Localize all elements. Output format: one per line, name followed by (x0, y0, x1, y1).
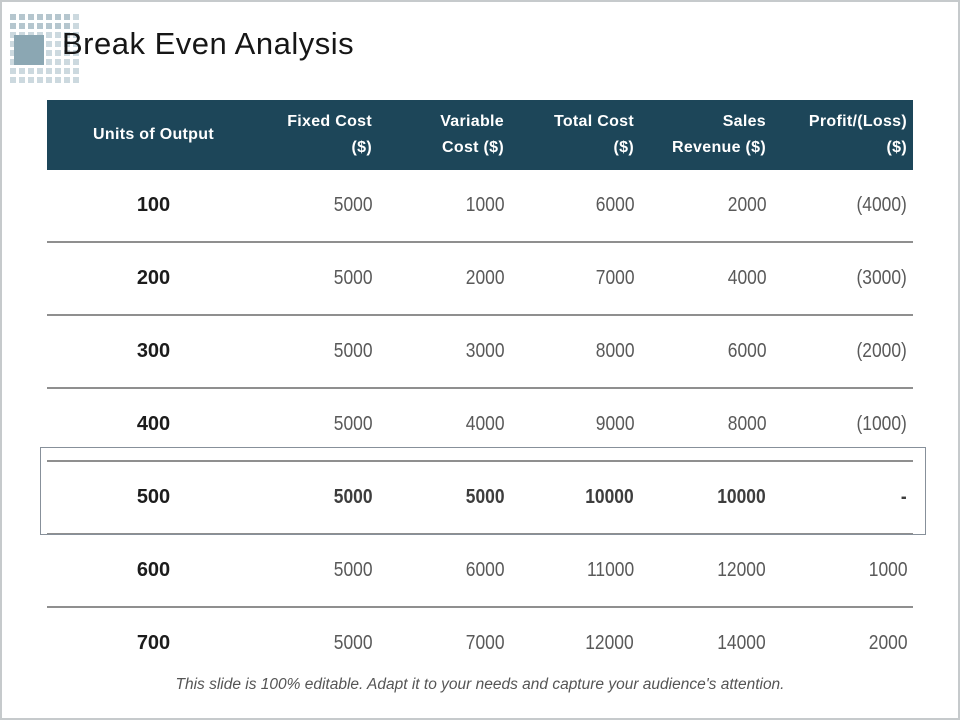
cell-units: 100 (47, 170, 260, 243)
column-header-profit-loss: Profit/(Loss) ($) (772, 100, 913, 170)
column-header-units: Units of Output (47, 100, 260, 170)
cell-profit-loss: (4000) (772, 170, 913, 243)
column-header-fixed-cost: Fixed Cost ($) (260, 100, 378, 170)
cell-total-cost: 9000 (510, 388, 640, 462)
cell-sales-revenue: 10000 (640, 461, 772, 535)
column-header-total-cost: Total Cost ($) (510, 100, 640, 170)
cell-sales-revenue: 8000 (640, 388, 772, 462)
cell-variable-cost: 7000 (378, 607, 510, 679)
table-header-row: Units of Output Fixed Cost ($) Variable … (47, 100, 913, 170)
cell-total-cost: 7000 (510, 242, 640, 316)
cell-profit-loss: (3000) (772, 242, 913, 316)
cell-variable-cost: 5000 (378, 461, 510, 535)
cell-total-cost: 12000 (510, 607, 640, 679)
cell-fixed-cost: 5000 (260, 461, 378, 535)
cell-sales-revenue: 4000 (640, 242, 772, 316)
cell-sales-revenue: 2000 (640, 170, 772, 243)
table-row: 400 5000 4000 9000 8000 (1000) (47, 388, 913, 462)
cell-units: 200 (47, 242, 260, 316)
footer-note: This slide is 100% editable. Adapt it to… (175, 676, 785, 693)
column-header-variable-cost: Variable Cost ($) (378, 100, 510, 170)
cell-fixed-cost: 5000 (260, 534, 378, 608)
cell-units: 700 (47, 607, 260, 679)
cell-fixed-cost: 5000 (260, 170, 378, 243)
break-even-table: Units of Output Fixed Cost ($) Variable … (40, 100, 926, 679)
cell-total-cost: 8000 (510, 315, 640, 389)
cell-units: 500 (47, 461, 260, 535)
page-title: Break Even Analysis (62, 26, 355, 61)
cell-variable-cost: 2000 (378, 242, 510, 316)
table-row: 600 5000 6000 11000 12000 1000 (47, 534, 913, 608)
cell-fixed-cost: 5000 (260, 315, 378, 389)
cell-variable-cost: 3000 (378, 315, 510, 389)
table-row: 200 5000 2000 7000 4000 (3000) (47, 242, 913, 316)
cell-profit-loss: (1000) (772, 388, 913, 462)
cell-sales-revenue: 12000 (640, 534, 772, 608)
cell-profit-loss: (2000) (772, 315, 913, 389)
column-header-sales-revenue: Sales Revenue ($) (640, 100, 772, 170)
cell-total-cost: 11000 (510, 534, 640, 608)
table-row: 100 5000 1000 6000 2000 (4000) (47, 170, 913, 243)
cell-variable-cost: 1000 (378, 170, 510, 243)
cell-units: 600 (47, 534, 260, 608)
pixel-grid-decoration (10, 14, 82, 86)
cell-fixed-cost: 5000 (260, 242, 378, 316)
cell-variable-cost: 6000 (378, 534, 510, 608)
table-row: 300 5000 3000 8000 6000 (2000) (47, 315, 913, 389)
table-row: 700 5000 7000 12000 14000 2000 (47, 607, 913, 679)
cell-variable-cost: 4000 (378, 388, 510, 462)
cell-total-cost: 6000 (510, 170, 640, 243)
table-row-break-even: 500 5000 5000 10000 10000 - (47, 461, 913, 535)
cell-fixed-cost: 5000 (260, 607, 378, 679)
data-table: Units of Output Fixed Cost ($) Variable … (47, 100, 913, 679)
pixel-grid-dark-band (10, 14, 73, 29)
cell-sales-revenue: 14000 (640, 607, 772, 679)
cell-units: 300 (47, 315, 260, 389)
cell-total-cost: 10000 (510, 461, 640, 535)
cell-profit-loss: 2000 (772, 607, 913, 679)
cell-units: 400 (47, 388, 260, 462)
cell-profit-loss: 1000 (772, 534, 913, 608)
cell-fixed-cost: 5000 (260, 388, 378, 462)
accent-square (14, 35, 44, 65)
cell-sales-revenue: 6000 (640, 315, 772, 389)
cell-profit-loss: - (772, 461, 913, 535)
